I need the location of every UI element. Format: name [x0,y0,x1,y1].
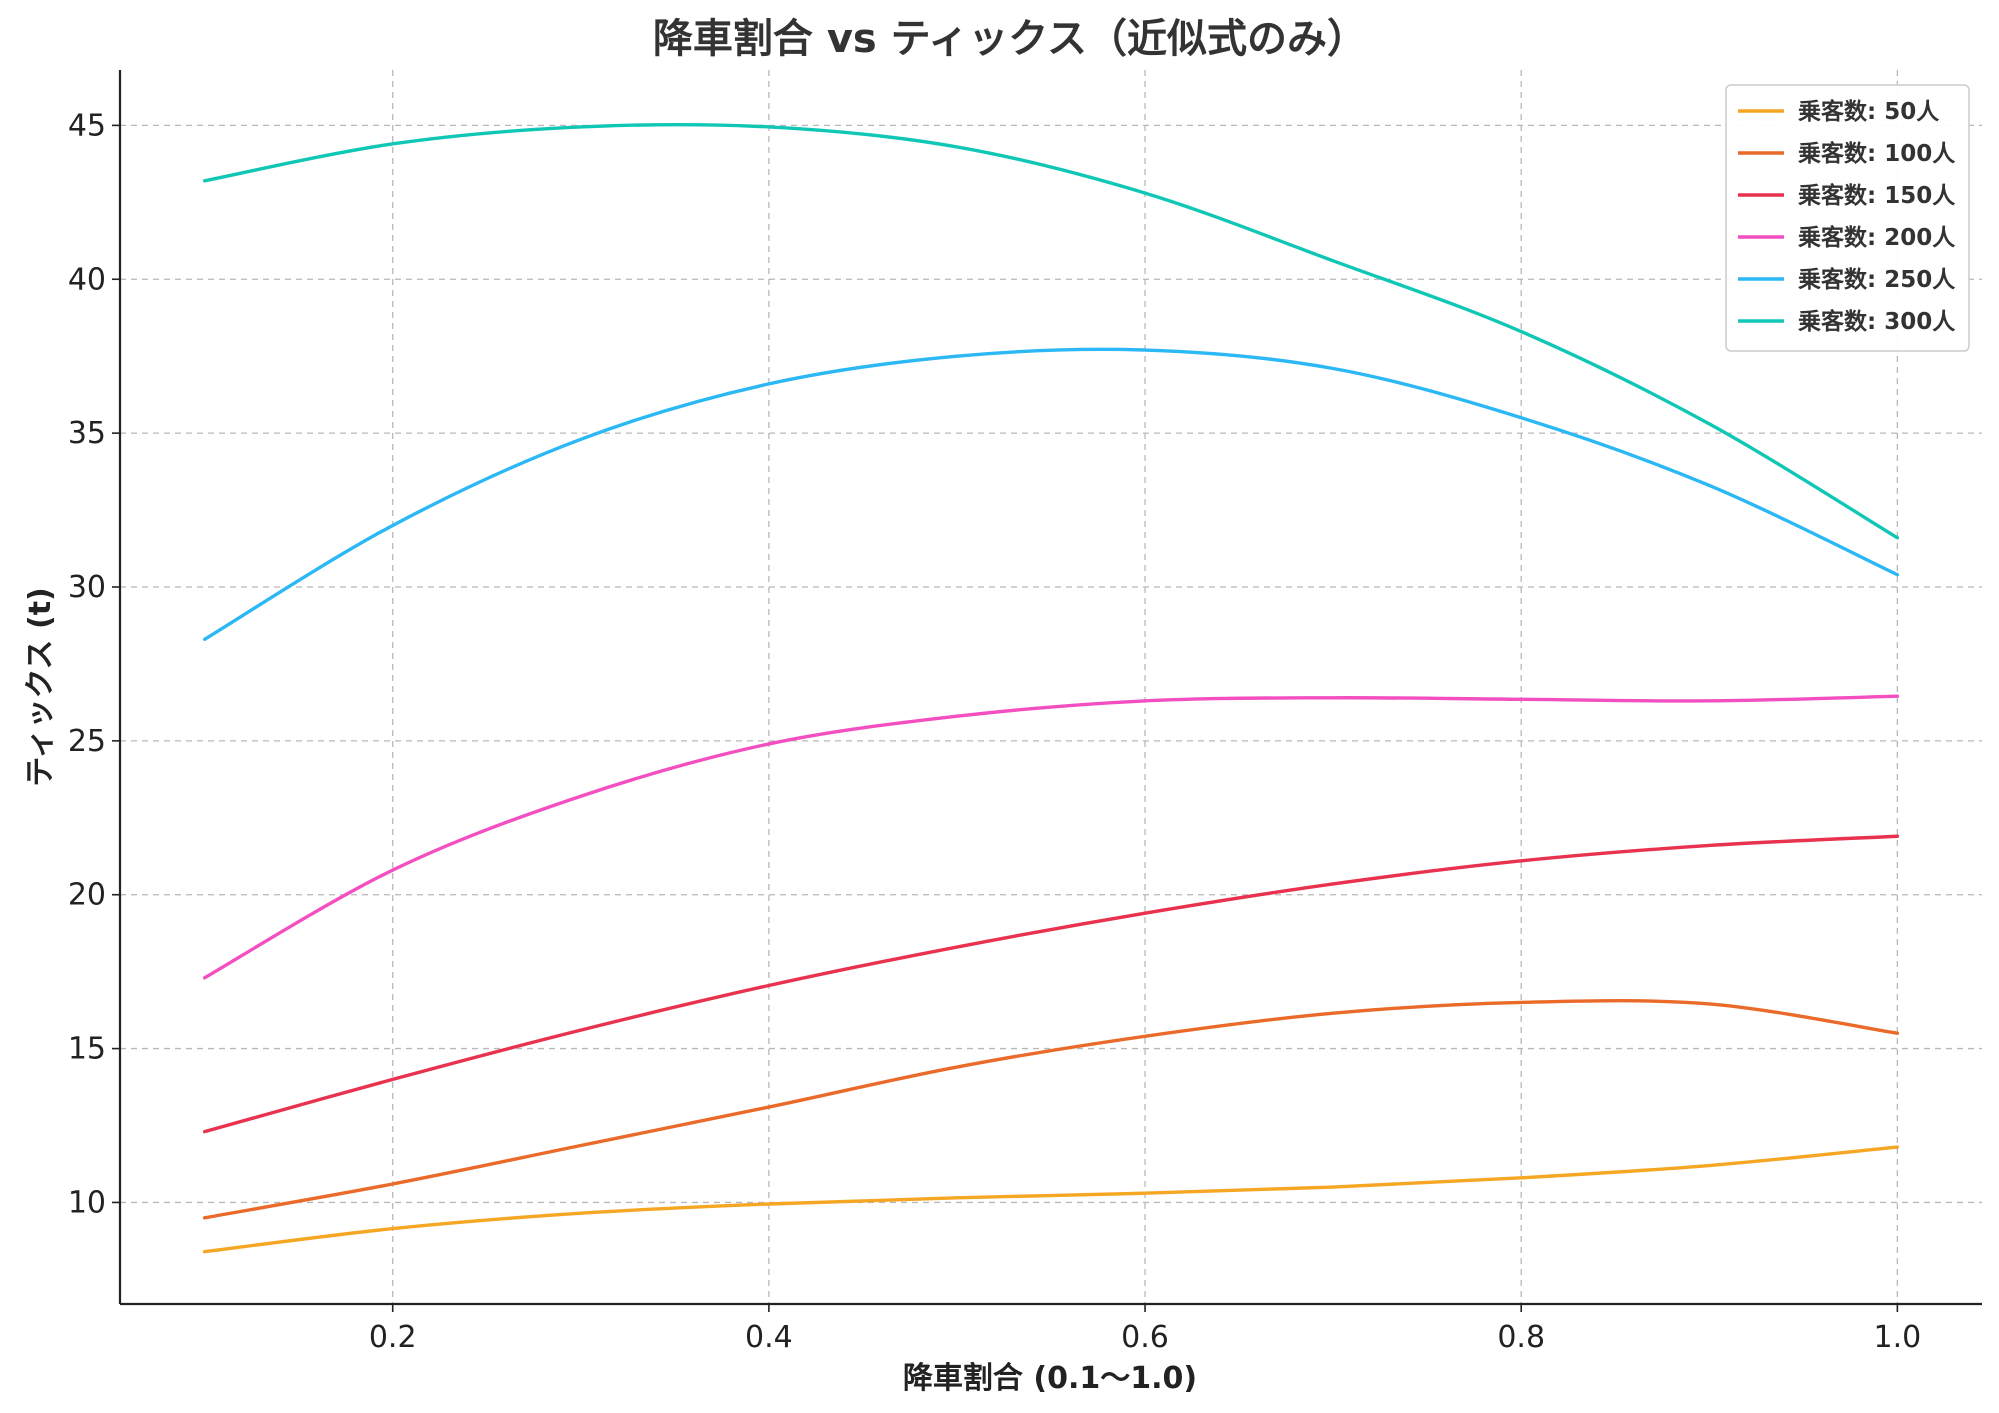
series-line-5 [202,347,1900,641]
legend-label: 乗客数: 250人 [1798,266,1956,293]
legend-label: 乗客数: 100人 [1798,140,1956,167]
legend-label: 乗客数: 50人 [1798,98,1940,125]
y-tick-label: 35 [68,416,106,451]
y-tick-label: 45 [68,108,106,143]
x-tick-label: 0.8 [1497,1320,1545,1355]
x-tick-label: 0.6 [1121,1320,1169,1355]
legend-label: 乗客数: 200人 [1798,224,1956,251]
y-tick-label: 25 [68,724,106,759]
series-line-3 [202,834,1900,1134]
y-tick-label: 30 [68,570,106,605]
ticks: 0.2 0.4 0.6 0.8 1.0 10 15 20 25 30 35 40 45 [68,108,1921,1355]
axes [118,70,1982,1306]
legend-label: 乗客数: 150人 [1798,182,1956,209]
x-tick-label: 1.0 [1874,1320,1922,1355]
y-axis-title: ティックス (t) [23,587,58,787]
series-lines [202,122,1900,1254]
chart-title: 降車割合 vs ティックス（近似式のみ） [653,16,1367,62]
y-tick-label: 40 [68,262,106,297]
y-tick-label: 20 [68,878,106,913]
x-tick-label: 0.2 [369,1320,417,1355]
series-line-6 [202,122,1900,540]
grid [120,70,1982,1304]
series-line-1 [202,1145,1900,1254]
series-line-4 [202,694,1900,980]
legend-box [1725,84,1970,352]
x-tick-label: 0.4 [745,1320,793,1355]
series-line-2 [202,998,1900,1220]
legend-label: 乗客数: 300人 [1798,308,1956,335]
y-tick-label: 15 [68,1032,106,1067]
x-axis-title: 降車割合 (0.1〜1.0) [903,1361,1197,1396]
y-tick-label: 10 [68,1185,106,1220]
